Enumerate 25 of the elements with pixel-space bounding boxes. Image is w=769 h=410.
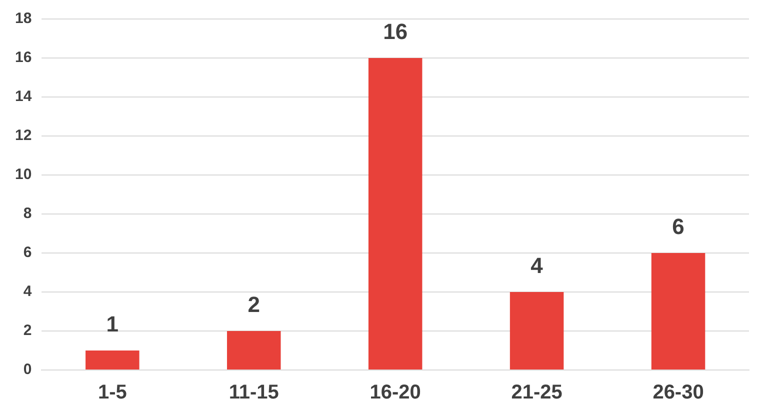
- data-label: 16: [383, 19, 408, 44]
- bar: [510, 292, 564, 370]
- y-tick-label: 2: [23, 322, 32, 340]
- x-tick-label: 1-5: [98, 382, 127, 404]
- data-label: 1: [106, 312, 119, 337]
- bar: [86, 350, 140, 370]
- x-tick-label: 11-15: [228, 382, 279, 404]
- y-tick-label: 12: [14, 127, 32, 144]
- y-tick-label: 18: [14, 10, 32, 28]
- y-tick-label: 8: [23, 205, 32, 222]
- y-tick-label: 10: [14, 166, 32, 184]
- data-label: 2: [248, 292, 260, 318]
- y-tick-label: 16: [14, 49, 32, 66]
- data-label: 4: [530, 253, 544, 278]
- data-label: 6: [672, 214, 684, 240]
- bar: [651, 253, 706, 370]
- y-tick-label: 0: [23, 361, 32, 378]
- bar: [368, 58, 422, 370]
- y-tick-label: 4: [23, 283, 32, 300]
- x-tick-label: 26-30: [652, 382, 704, 404]
- y-tick-label: 6: [23, 244, 32, 262]
- y-tick-label: 14: [14, 88, 32, 106]
- bar: [227, 331, 281, 370]
- x-tick-label: 16-20: [370, 382, 421, 404]
- x-tick-label: 21-25: [511, 382, 562, 404]
